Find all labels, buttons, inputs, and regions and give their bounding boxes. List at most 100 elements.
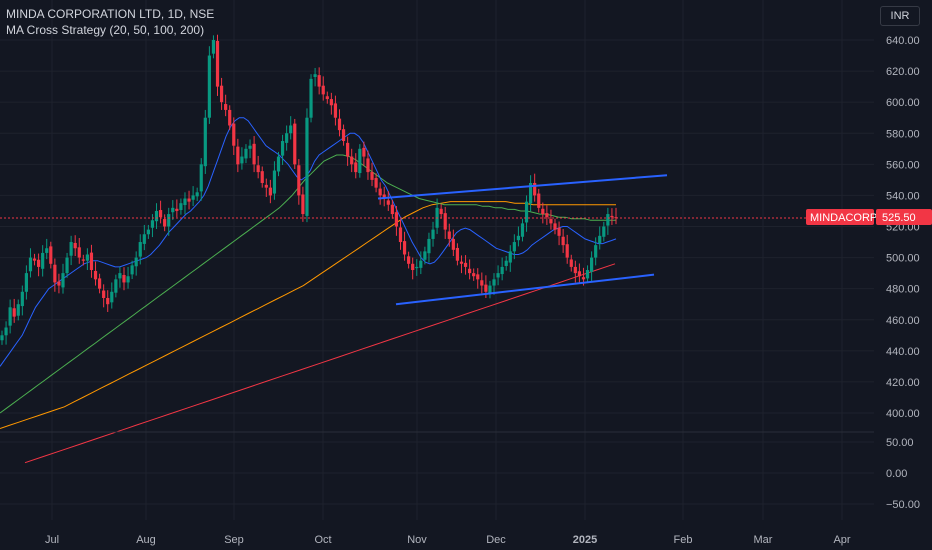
candle-body [447, 231, 451, 239]
candle-body [167, 214, 171, 227]
candle-body [272, 170, 277, 194]
chart-grid [0, 0, 874, 520]
candle-body [537, 193, 541, 208]
candle-body [309, 78, 313, 118]
candle-body [297, 165, 301, 196]
candle-body [504, 260, 508, 266]
candle-body [354, 162, 358, 173]
candle-body [232, 123, 236, 146]
candle-body [407, 256, 411, 264]
ma100-line [0, 201, 616, 429]
candle-body [366, 158, 370, 173]
candle-body [142, 234, 146, 244]
trendlines[interactable] [377, 174, 668, 306]
candle-body [472, 273, 476, 277]
candle-body [398, 227, 403, 243]
candle-body [134, 257, 138, 267]
candle-body [370, 172, 374, 180]
candle-body [305, 117, 309, 216]
candle-body [97, 278, 102, 289]
candle-body [154, 210, 159, 222]
candle-body [276, 156, 281, 172]
candle-body [480, 280, 484, 286]
candle-body [606, 214, 610, 226]
chart-legend: MINDA CORPORATION LTD, 1D, NSE MA Cross … [6, 6, 214, 38]
candle-body [77, 247, 81, 258]
symbol-tag-bg [806, 209, 874, 225]
candle-body [382, 194, 386, 199]
candle-body [516, 235, 521, 241]
candle-body [183, 198, 187, 206]
candle-body [533, 182, 537, 196]
candle-body [268, 187, 272, 196]
candle-body [171, 207, 175, 213]
candle-body [49, 246, 53, 264]
candle-body [195, 192, 199, 197]
candle-body [524, 201, 529, 223]
candle-body [459, 261, 464, 264]
candle-body [313, 74, 317, 77]
time-tick-label: 2025 [573, 534, 597, 546]
candle-body [118, 273, 122, 279]
symbol-title[interactable]: MINDA CORPORATION LTD, 1D, NSE [6, 7, 215, 21]
time-tick-label: Nov [407, 534, 427, 546]
symbol-tag-label: MINDACORP [810, 212, 877, 224]
candle-body [81, 259, 85, 261]
candle-body [520, 223, 525, 237]
trendline [377, 174, 668, 200]
candle-body [390, 204, 394, 215]
candle-body [602, 226, 606, 237]
candle-body [419, 260, 423, 268]
candle-body [569, 259, 573, 267]
candle-body [468, 268, 472, 274]
price-tick-label: 600.00 [886, 97, 920, 109]
candle-body [203, 117, 207, 167]
candle-body [317, 75, 321, 87]
time-tick-label: Feb [674, 534, 693, 546]
price-axis[interactable]: 640.00620.00600.00580.00560.00540.00520.… [886, 35, 920, 511]
price-tick-label: 500.00 [886, 253, 920, 265]
indicator-label[interactable]: MA Cross Strategy (20, 50, 100, 200) [6, 23, 205, 37]
candle-body [69, 242, 73, 256]
symbol-price-tag: MINDACORP 525.50 [806, 209, 932, 225]
candle-body [130, 265, 134, 275]
candle-body [110, 291, 114, 303]
candle-body [61, 273, 65, 288]
candle-body [106, 297, 110, 305]
candle-body [28, 257, 33, 272]
candle-body [224, 104, 228, 110]
candle-body [0, 335, 4, 341]
candle-body [500, 266, 504, 275]
price-tick-label: 540.00 [886, 190, 920, 202]
candle-body [41, 252, 45, 269]
candle-body [53, 264, 57, 283]
candle-body [89, 252, 94, 271]
candle-body [325, 96, 329, 100]
candle-body [492, 279, 496, 286]
candle-body [561, 236, 565, 246]
candle-body [427, 238, 431, 254]
candle-body [350, 156, 354, 165]
ma200-line [24, 263, 616, 464]
candle-body [219, 85, 224, 103]
candle-body [496, 273, 500, 278]
candle-body [260, 171, 264, 183]
candle-body [187, 198, 191, 202]
candle-body [529, 182, 533, 204]
candle-body [199, 164, 203, 192]
candle-body [146, 229, 150, 235]
time-axis[interactable]: Jul Aug Sep Oct Nov Dec 2025 Feb Mar Apr [45, 534, 851, 546]
currency-button[interactable]: INR [880, 6, 920, 26]
time-tick-label: Sep [224, 534, 244, 546]
candle-body [191, 195, 195, 200]
candle-body [610, 215, 614, 218]
candle-body [32, 258, 37, 261]
candle-body [102, 290, 106, 298]
candle-body [415, 266, 419, 269]
candle-body [236, 146, 240, 165]
oscillator-tick-label: −50.00 [886, 499, 920, 511]
candle-body [362, 147, 366, 157]
candle-body [333, 103, 338, 118]
candle-body [394, 212, 399, 227]
